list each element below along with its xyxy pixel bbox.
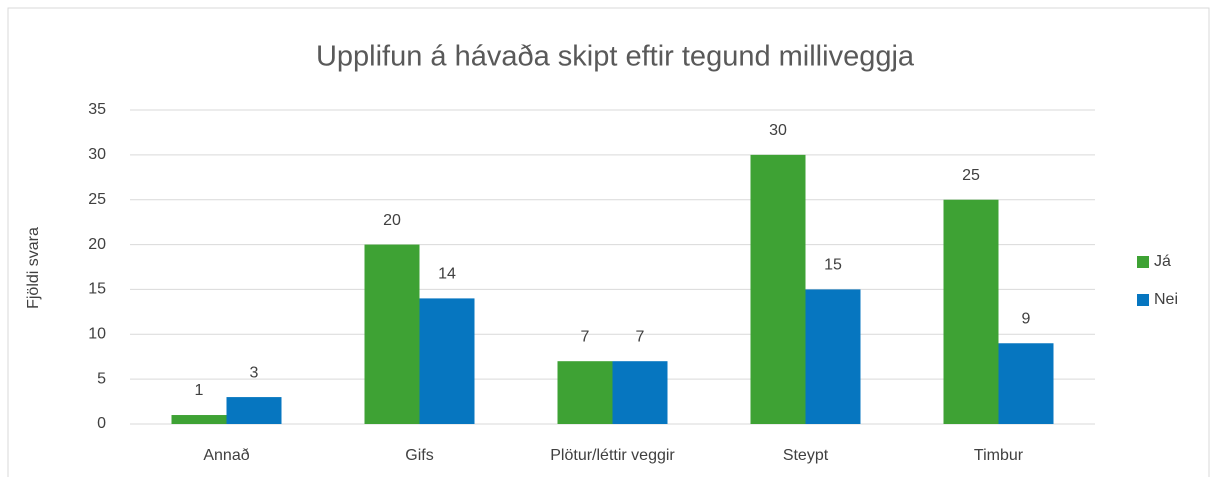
bar (364, 244, 420, 424)
x-tick-label: Steypt (783, 447, 829, 464)
data-label: 1 (195, 382, 204, 399)
chart-title: Upplifun á hávaða skipt eftir tegund mil… (316, 41, 915, 73)
bar (226, 397, 282, 424)
x-tick-label: Plötur/léttir veggir (550, 447, 675, 464)
bar (612, 361, 668, 424)
bar (805, 289, 861, 424)
bar (171, 415, 227, 424)
data-label: 7 (636, 328, 645, 345)
x-tick-label: Annað (203, 447, 249, 464)
y-tick-label: 15 (88, 281, 106, 298)
legend-label: Já (1154, 253, 1171, 270)
data-label: 15 (824, 257, 842, 274)
legend-label: Nei (1154, 291, 1178, 308)
data-label: 30 (769, 122, 787, 139)
bar (943, 199, 999, 424)
y-tick-label: 30 (88, 146, 106, 163)
data-label: 3 (250, 364, 259, 381)
legend-swatch (1137, 256, 1149, 268)
data-label: 20 (383, 212, 401, 229)
y-tick-label: 25 (88, 191, 106, 208)
x-tick-label: Timbur (974, 447, 1024, 464)
y-tick-label: 0 (97, 415, 106, 432)
bar (750, 154, 806, 424)
data-label: 25 (962, 167, 980, 184)
bar (419, 298, 475, 424)
y-tick-label: 35 (88, 101, 106, 118)
y-tick-label: 20 (88, 236, 106, 253)
data-label: 9 (1022, 310, 1031, 327)
data-label: 14 (438, 266, 456, 283)
y-tick-label: 5 (97, 370, 106, 387)
data-label: 7 (581, 328, 590, 345)
y-axis-label: Fjöldi svara (25, 227, 42, 309)
bar (557, 361, 613, 424)
y-tick-label: 10 (88, 326, 106, 343)
x-tick-label: Gifs (405, 447, 433, 464)
legend-swatch (1137, 294, 1149, 306)
bar (998, 343, 1054, 424)
